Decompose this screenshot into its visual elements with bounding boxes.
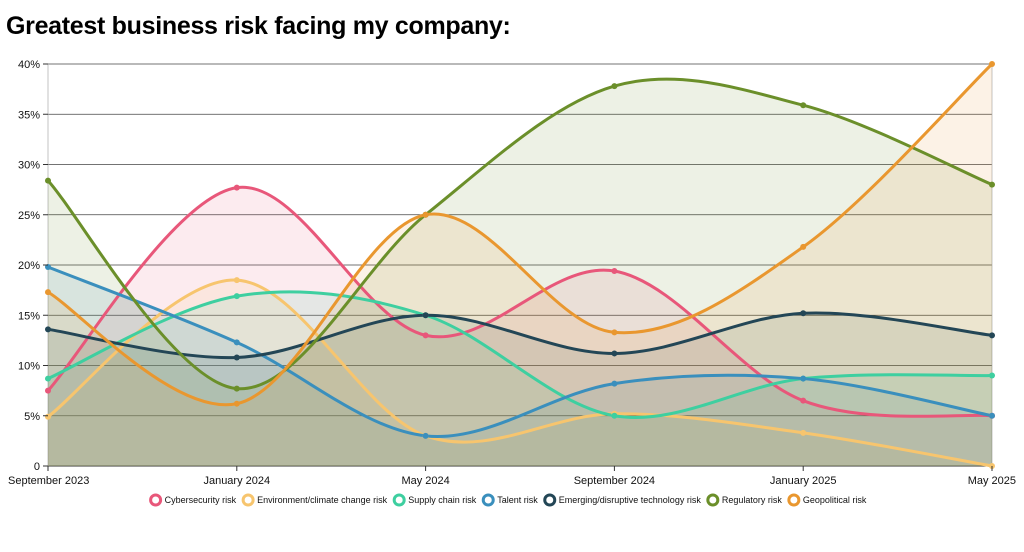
legend-item-geopolitical-risk[interactable]: Geopolitical risk: [787, 493, 867, 507]
data-point-geopolitical-risk[interactable]: [800, 243, 807, 250]
data-point-cybersecurity-risk[interactable]: [422, 332, 429, 339]
data-point-geopolitical-risk[interactable]: [422, 211, 429, 218]
x-tick-label: May 2025: [968, 475, 1016, 487]
legend-label: Talent risk: [497, 495, 538, 505]
legend-swatch: [149, 493, 163, 507]
legend-swatch: [241, 493, 255, 507]
legend-item-regulatory-risk[interactable]: Regulatory risk: [706, 493, 783, 507]
x-tick-label: September 2023: [8, 475, 89, 487]
y-tick-label: 0: [34, 461, 40, 473]
data-point-emerging-disruptive-technology-risk[interactable]: [989, 332, 995, 339]
legend-item-supply-chain-risk[interactable]: Supply chain risk: [392, 493, 477, 507]
legend-swatch: [481, 493, 495, 507]
series-line-environment-climate-change-risk[interactable]: [47, 278, 993, 468]
legend-label: Cybersecurity risk: [165, 495, 237, 505]
data-point-emerging-disruptive-technology-risk[interactable]: [800, 310, 807, 317]
legend-swatch: [392, 493, 406, 507]
data-point-talent-risk[interactable]: [422, 432, 429, 439]
data-point-talent-risk[interactable]: [611, 380, 618, 387]
y-tick-label: 15%: [18, 310, 40, 322]
series-area-regulatory-risk: [48, 79, 992, 467]
legend[interactable]: Cybersecurity risk Environment/climate ch…: [149, 493, 867, 507]
series-points: [45, 61, 995, 469]
y-tick-label: 40%: [18, 59, 40, 71]
series-area-environment-climate-change-risk: [48, 280, 992, 466]
data-point-geopolitical-risk[interactable]: [233, 400, 240, 407]
series-area-geopolitical-risk: [48, 64, 992, 466]
data-point-cybersecurity-risk[interactable]: [45, 387, 51, 394]
y-tick-label: 20%: [18, 260, 40, 272]
axes: 0 5% 10% 15% 20% 25% 30% 35% 40% September 2023 Ja…: [8, 59, 1016, 487]
legend-item-cybersecurity-risk[interactable]: Cybersecurity risk: [149, 493, 237, 507]
data-point-emerging-disruptive-technology-risk[interactable]: [233, 354, 240, 361]
data-point-emerging-disruptive-technology-risk[interactable]: [45, 326, 51, 333]
data-point-regulatory-risk[interactable]: [611, 83, 618, 90]
data-point-regulatory-risk[interactable]: [233, 385, 240, 392]
series-area-cybersecurity-risk: [48, 187, 992, 466]
legend-item-talent-risk[interactable]: Talent risk: [481, 493, 538, 507]
data-point-supply-chain-risk[interactable]: [233, 293, 240, 300]
x-tick-label: January 2025: [770, 475, 837, 487]
series-line-supply-chain-risk[interactable]: [47, 290, 993, 419]
chart-title: Greatest business risk facing my company…: [6, 12, 511, 40]
data-point-talent-risk[interactable]: [233, 339, 240, 346]
data-point-cybersecurity-risk[interactable]: [233, 184, 240, 191]
series-line-geopolitical-risk[interactable]: [47, 62, 994, 407]
data-point-supply-chain-risk[interactable]: [611, 412, 618, 419]
legend-label: Supply chain risk: [408, 495, 477, 505]
x-tick-label: January 2024: [203, 475, 270, 487]
data-point-environment-climate-change-risk[interactable]: [45, 413, 51, 420]
series-line-emerging-disruptive-technology-risk[interactable]: [47, 311, 993, 360]
data-point-geopolitical-risk[interactable]: [989, 61, 995, 67]
x-tick-label: September 2024: [574, 475, 655, 487]
series-area-supply-chain-risk: [48, 291, 992, 466]
legend-swatch: [543, 493, 557, 507]
data-point-cybersecurity-risk[interactable]: [800, 397, 807, 404]
data-point-environment-climate-change-risk[interactable]: [800, 429, 807, 436]
y-tick-label: 10%: [18, 361, 40, 373]
data-point-supply-chain-risk[interactable]: [45, 375, 51, 382]
data-point-cybersecurity-risk[interactable]: [611, 268, 618, 275]
data-point-geopolitical-risk[interactable]: [45, 289, 51, 296]
data-point-geopolitical-risk[interactable]: [611, 329, 618, 336]
series-line-talent-risk[interactable]: [47, 265, 993, 438]
series-areas: [48, 64, 992, 467]
legend-label: Geopolitical risk: [803, 495, 867, 505]
legend-item-environment-climate-change-risk[interactable]: Environment/climate change risk: [241, 493, 388, 507]
y-tick-label: 30%: [18, 160, 40, 172]
data-point-regulatory-risk[interactable]: [800, 102, 807, 109]
legend-label: Environment/climate change risk: [257, 495, 388, 505]
y-tick-label: 25%: [18, 210, 40, 222]
y-tick-label: 5%: [24, 411, 40, 423]
legend-swatch: [706, 493, 720, 507]
legend-label: Emerging/disruptive technology risk: [559, 495, 702, 505]
data-point-environment-climate-change-risk[interactable]: [233, 277, 240, 284]
y-tick-label: 35%: [18, 109, 40, 121]
data-point-emerging-disruptive-technology-risk[interactable]: [422, 312, 429, 319]
x-tick-label: May 2024: [401, 475, 449, 487]
series-area-talent-risk: [48, 267, 992, 466]
data-point-talent-risk[interactable]: [800, 375, 807, 382]
data-point-regulatory-risk[interactable]: [989, 181, 995, 188]
data-point-talent-risk[interactable]: [989, 412, 995, 419]
data-point-supply-chain-risk[interactable]: [989, 372, 995, 379]
data-point-talent-risk[interactable]: [45, 264, 51, 271]
data-point-emerging-disruptive-technology-risk[interactable]: [611, 350, 618, 357]
series-line-regulatory-risk[interactable]: [46, 77, 993, 391]
legend-swatch: [787, 493, 801, 507]
legend-label: Regulatory risk: [722, 495, 783, 505]
data-point-regulatory-risk[interactable]: [45, 177, 51, 184]
legend-item-emerging-disruptive-technology-risk[interactable]: Emerging/disruptive technology risk: [543, 493, 702, 507]
